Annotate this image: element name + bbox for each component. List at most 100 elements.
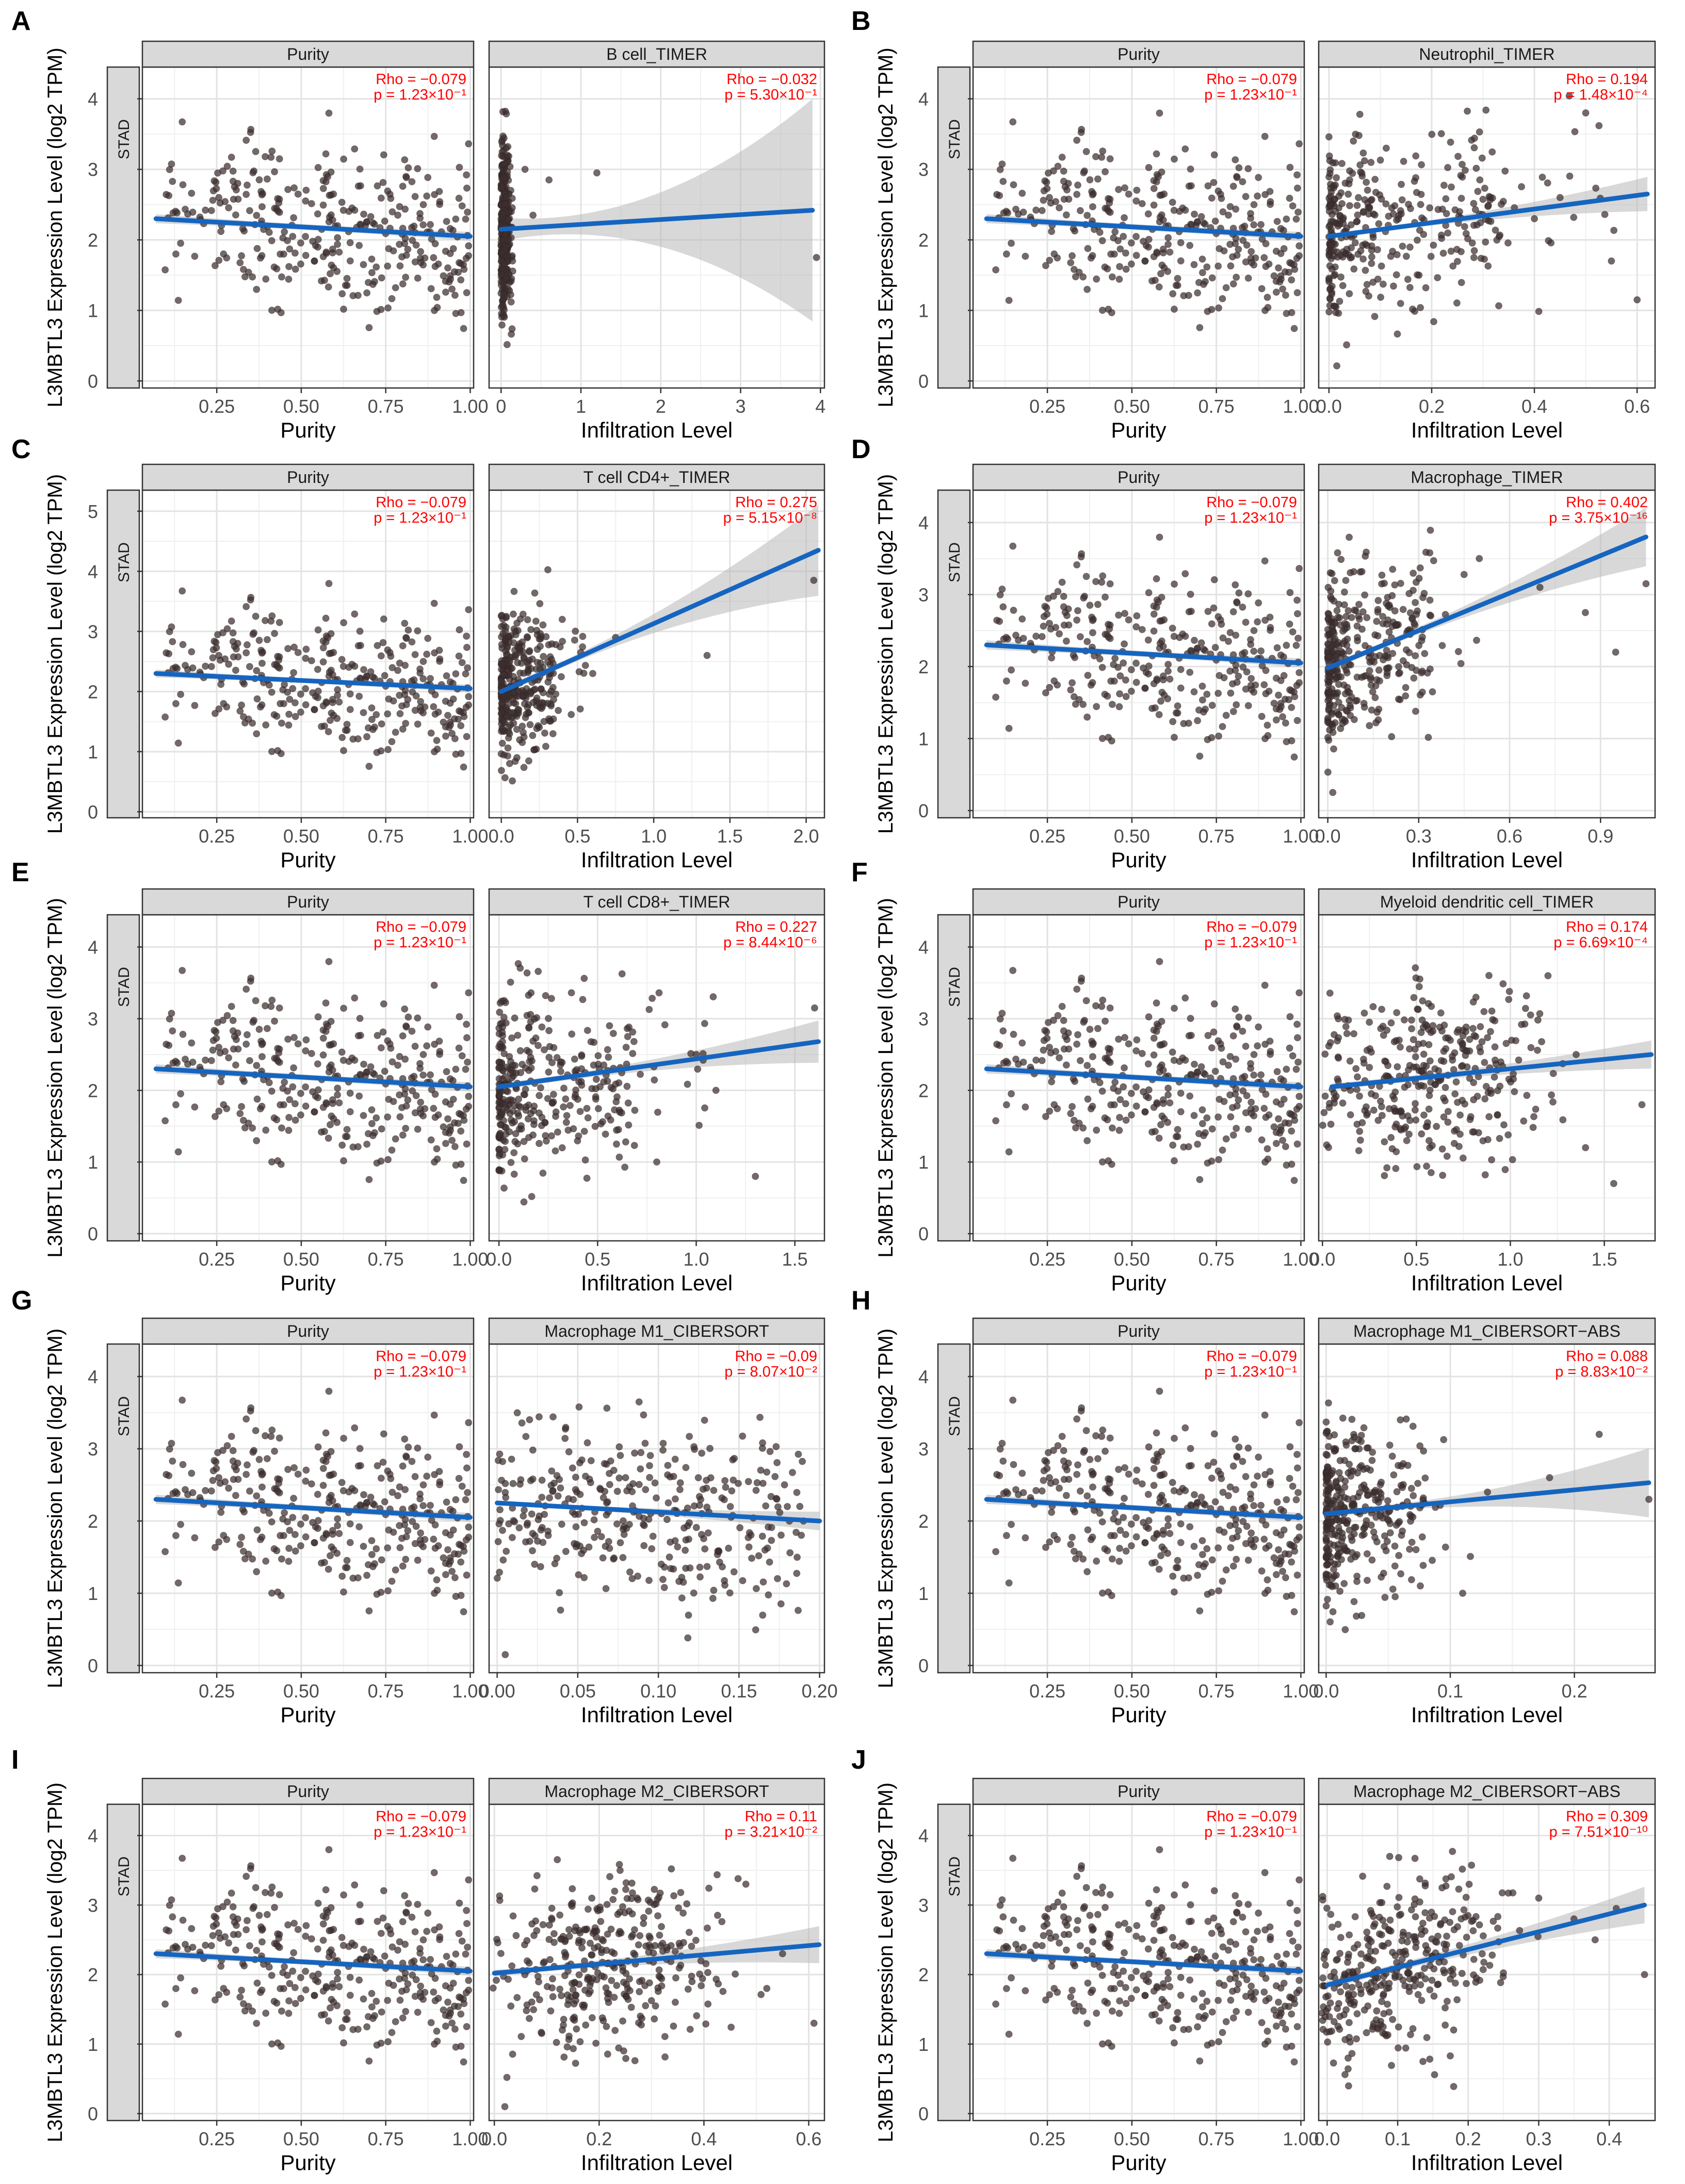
data-point	[1518, 183, 1526, 190]
data-point	[179, 1030, 187, 1038]
data-point	[1339, 282, 1347, 289]
data-point	[1019, 635, 1027, 642]
data-point	[739, 1432, 747, 1440]
data-point	[1145, 662, 1153, 670]
data-point	[584, 1027, 591, 1034]
data-point	[516, 964, 524, 972]
data-point	[695, 1122, 703, 1129]
data-point	[1181, 994, 1189, 1002]
data-point	[1226, 240, 1234, 248]
data-point	[1255, 599, 1262, 607]
data-point	[1204, 608, 1212, 616]
data-point	[1191, 637, 1198, 644]
data-point	[1022, 252, 1029, 260]
data-point	[1261, 1158, 1269, 1166]
data-point	[592, 1085, 600, 1093]
data-point	[1093, 1126, 1100, 1134]
data-point	[330, 1470, 337, 1478]
data-point	[530, 1015, 538, 1023]
data-point	[1293, 184, 1301, 192]
data-point	[1538, 173, 1546, 181]
data-point	[1329, 723, 1336, 731]
data-point	[525, 1134, 532, 1141]
data-point	[1373, 246, 1381, 253]
data-point	[1293, 1034, 1301, 1042]
data-point	[368, 1537, 376, 1545]
data-point	[1257, 221, 1265, 229]
x-tick-label: 0.4	[1521, 396, 1547, 417]
data-point	[236, 1541, 244, 1548]
data-point	[1327, 225, 1335, 233]
data-point	[1272, 288, 1280, 296]
data-point	[399, 1032, 407, 1040]
data-point	[1242, 192, 1250, 200]
data-point	[1347, 221, 1355, 229]
data-point	[539, 621, 547, 629]
data-point	[314, 164, 322, 171]
data-point	[1110, 1101, 1118, 1109]
data-point	[273, 1116, 281, 1124]
x-axis-label: Infiltration Level	[581, 418, 733, 442]
data-point	[1375, 666, 1383, 674]
data-point	[363, 1572, 371, 1579]
data-point	[552, 1147, 559, 1155]
data-point	[1083, 638, 1091, 645]
data-point	[1338, 648, 1346, 656]
data-point	[262, 1557, 270, 1565]
data-point	[1331, 1031, 1338, 1039]
data-point	[1479, 196, 1487, 203]
row-strip-label: STAD	[946, 119, 963, 159]
data-point	[1089, 1053, 1096, 1060]
data-point	[351, 610, 359, 618]
data-point	[1293, 289, 1301, 297]
data-point	[334, 1085, 342, 1092]
p-value-annotation: p = 1.23×10⁻¹	[1204, 87, 1297, 103]
data-point	[506, 759, 513, 767]
data-point	[1219, 1058, 1227, 1066]
data-point	[163, 649, 170, 657]
data-point	[1415, 271, 1423, 279]
data-point	[1334, 1037, 1341, 1045]
data-point	[388, 1146, 396, 1154]
regression-line	[984, 216, 1303, 239]
data-point	[625, 1121, 633, 1129]
data-point	[1358, 625, 1366, 633]
data-point	[1340, 601, 1348, 609]
data-point	[1177, 257, 1185, 265]
data-point	[1244, 590, 1252, 597]
data-point	[512, 627, 520, 635]
data-point	[232, 667, 239, 674]
data-point	[1121, 1064, 1128, 1072]
data-point	[1244, 165, 1252, 172]
data-point	[463, 633, 471, 640]
data-point	[448, 285, 456, 293]
data-point	[530, 746, 538, 754]
data-point	[217, 228, 225, 235]
data-point	[249, 169, 257, 176]
data-point	[297, 239, 304, 247]
data-point	[285, 710, 293, 718]
data-point	[1612, 649, 1619, 656]
data-point	[1181, 206, 1189, 214]
row-strip-label: STAD	[946, 542, 963, 583]
data-point	[447, 721, 455, 729]
data-point	[1404, 276, 1412, 283]
data-point	[447, 1557, 455, 1565]
confidence-band	[501, 99, 813, 322]
data-point	[1406, 1062, 1414, 1070]
data-point	[1421, 650, 1429, 657]
data-point	[1466, 1075, 1473, 1082]
data-point	[495, 1043, 503, 1050]
data-point	[1018, 615, 1026, 623]
data-point	[238, 252, 246, 260]
data-point	[554, 1128, 561, 1136]
data-point	[1187, 165, 1194, 173]
data-point	[1286, 195, 1293, 202]
data-point	[177, 690, 185, 698]
data-point	[188, 189, 196, 197]
data-point	[427, 221, 434, 229]
data-point	[1177, 1089, 1185, 1097]
data-point	[1229, 608, 1237, 616]
data-point	[1133, 186, 1141, 194]
y-tick-label: 2	[918, 230, 929, 251]
